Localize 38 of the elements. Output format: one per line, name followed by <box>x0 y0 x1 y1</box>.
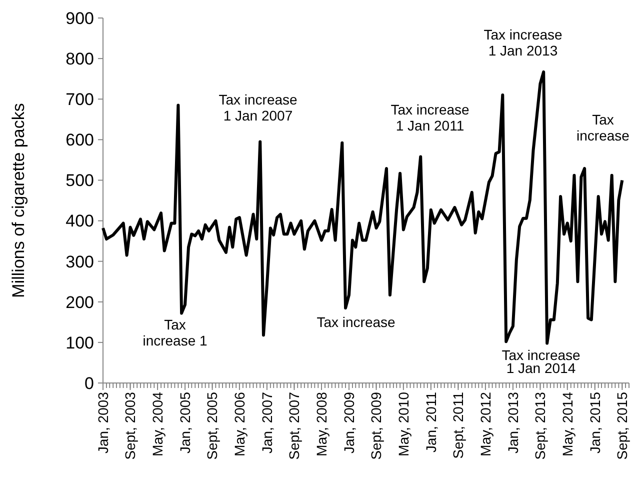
y-tick-label: 100 <box>66 333 94 352</box>
x-tick-label: May, 2014 <box>559 392 576 456</box>
x-tick-label: Sept, 2011 <box>450 392 466 459</box>
annotation: Tax increase <box>316 314 396 330</box>
y-tick-label: 400 <box>66 212 94 231</box>
y-tick-label: 800 <box>66 50 94 69</box>
x-tick-label: Sept, 2015 <box>614 392 630 460</box>
x-tick-label: Sept, 2005 <box>204 392 220 460</box>
x-tick-label: May, 2006 <box>231 392 248 456</box>
x-tick-label: Sept, 2007 <box>286 392 302 460</box>
x-tick-label: Jan, 2007 <box>258 392 275 454</box>
y-axis-title: Millions of cigarette packs <box>9 103 28 298</box>
y-tick-label: 600 <box>66 130 94 150</box>
annotation: Tax increase 1 Jan 2007 <box>218 91 298 124</box>
x-tick-label: May, 2008 <box>313 392 330 456</box>
x-tick-label: Sept, 2003 <box>122 392 138 460</box>
annotation: Tax increase 1 <box>142 316 208 348</box>
y-tick-label: 200 <box>66 292 94 312</box>
annotation: Tax increase 1 Jan 2011 <box>390 101 470 134</box>
y-tick-label: 500 <box>66 171 94 190</box>
y-tick-label: 700 <box>66 90 94 110</box>
x-tick-label: Sept, 2009 <box>368 392 384 460</box>
x-tick-label: Jan, 2005 <box>176 392 193 454</box>
x-tick-label: Sept, 2013 <box>532 392 548 460</box>
annotation: Tax increase 1 Jan 2014 <box>502 346 581 376</box>
x-tick-label: Jan, 2003 <box>94 392 111 454</box>
x-tick-label: May, 2012 <box>477 392 494 456</box>
y-tick-label: 900 <box>66 8 94 28</box>
x-tick-label: Jan, 2013 <box>504 392 521 454</box>
x-tick-label: May, 2004 <box>149 392 166 456</box>
x-tick-label: May, 2010 <box>395 392 412 456</box>
annotation: Tax increase <box>576 111 630 144</box>
x-tick-label: Jan, 2015 <box>586 392 603 454</box>
y-tick-label: 300 <box>66 252 94 272</box>
annotation: Tax increase 1 Jan 2013 <box>484 26 563 58</box>
y-tick-label: 0 <box>84 374 94 393</box>
x-tick-label: Jan, 2011 <box>422 392 439 452</box>
x-tick-label: Jan, 2009 <box>340 392 357 454</box>
